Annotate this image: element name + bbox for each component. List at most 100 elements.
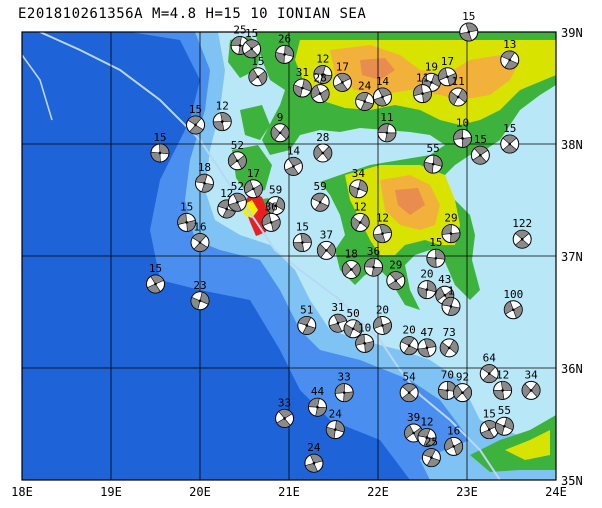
- focal-mechanism: 15: [459, 10, 479, 42]
- focal-mechanism: 10: [355, 321, 375, 353]
- focal-mechanism: 13: [500, 38, 520, 70]
- focal-mechanism: 12: [313, 53, 333, 85]
- mechanism-depth-label: 16: [447, 424, 460, 437]
- mechanism-depth-label: 59: [314, 180, 327, 193]
- region-name: IONIAN SEA: [277, 6, 367, 22]
- mechanism-depth-label: 12: [216, 100, 229, 113]
- focal-mechanism: 37: [316, 228, 336, 260]
- focal-mechanism: 15: [150, 131, 170, 163]
- mechanism-depth-label: 15: [462, 10, 475, 23]
- mechanism-depth-label: 15: [149, 262, 162, 275]
- mechanism-depth-label: 20: [403, 324, 416, 337]
- mechanism-depth-label: 55: [427, 142, 440, 155]
- focal-mechanism: 18: [194, 161, 214, 193]
- mechanism-depth-label: 24: [358, 79, 372, 92]
- mechanism-depth-label: 26: [278, 32, 291, 45]
- mechanism-depth-label: 70: [441, 368, 454, 381]
- focal-mechanism: 52: [227, 139, 247, 171]
- mechanism-depth-label: 17: [336, 60, 349, 73]
- lon-label-21E: 21E: [278, 485, 300, 499]
- mechanism-depth-label: 15: [503, 122, 516, 135]
- focal-mechanism: 55: [423, 142, 443, 174]
- mechanism-depth-label: 14: [376, 75, 390, 88]
- mechanism-depth-label: 34: [352, 167, 366, 180]
- mechanism-depth-label: 14: [287, 144, 301, 157]
- focal-mechanism: 54: [399, 371, 419, 403]
- mechanism-depth-label: 37: [320, 228, 333, 241]
- focal-mechanism: 20: [372, 303, 392, 335]
- mechanism-depth-label: 34: [524, 368, 538, 381]
- focal-mechanism: 12: [417, 415, 437, 447]
- focal-mechanism: 15: [470, 133, 490, 165]
- mechanism-depth-label: 15: [251, 55, 264, 68]
- mechanism-depth-label: 44: [311, 385, 325, 398]
- focal-mechanism: 24: [325, 408, 345, 440]
- mechanism-depth-label: 18: [198, 161, 211, 174]
- focal-mechanism: 16: [444, 424, 464, 456]
- focal-mechanism: 18: [341, 247, 361, 279]
- event-zone-yellow: [243, 200, 258, 218]
- mechanism-depth-label: 16: [193, 221, 206, 234]
- focal-mechanism: 11: [413, 72, 432, 104]
- mechanism-depth-label: 15: [474, 133, 487, 146]
- focal-mechanism: 16: [190, 221, 210, 253]
- focal-mechanism: 70: [437, 368, 457, 400]
- mechanism-depth-label: 23: [193, 279, 206, 292]
- mechanism-depth: 10: [250, 6, 269, 22]
- focal-mechanism: 20: [399, 324, 419, 356]
- focal-mechanism: 29: [441, 212, 461, 244]
- latitude-labels: 35N 36N 37N 38N 39N: [561, 26, 583, 488]
- mechanism-depth-label: 24: [329, 408, 343, 421]
- lat-label-37N: 37N: [561, 250, 583, 264]
- focal-mechanism: 14: [372, 75, 392, 107]
- focal-mechanism: 15: [479, 408, 499, 440]
- trench-line-west: [22, 54, 53, 121]
- focal-mechanism: 15: [292, 221, 312, 253]
- mechanism-depth-label: 10: [358, 321, 371, 334]
- mechanism-depth-label: 11: [451, 75, 464, 88]
- depth-prefix: H=: [205, 6, 224, 22]
- mechanism-depth-label: 15: [296, 221, 309, 234]
- lat-label-36N: 36N: [561, 362, 583, 376]
- mechanism-depth-label: 17: [441, 55, 454, 68]
- focal-mechanism: 12: [217, 187, 237, 219]
- mechanism-depth-label: 73: [443, 326, 456, 339]
- mechanism-depth-label: 12: [354, 200, 367, 213]
- focal-mechanism: 15: [248, 55, 268, 87]
- southern-island-highland: [505, 430, 550, 460]
- peak-peloponnese: [395, 188, 425, 215]
- mechanism-depth-label: 31: [296, 66, 309, 79]
- mechanism-depth-label: 52: [231, 139, 244, 152]
- lat-label-35N: 35N: [561, 474, 583, 488]
- mechanism-depth-label: 13: [503, 38, 516, 51]
- lon-label-23E: 23E: [456, 485, 478, 499]
- focal-mechanism: 12: [493, 368, 513, 400]
- focal-mechanism: 17: [437, 55, 457, 87]
- focal-mechanism: 33: [334, 371, 354, 403]
- focal-mechanism: 15: [146, 262, 165, 294]
- focal-mechanism: 34: [521, 368, 541, 400]
- mechanism-depth-label: 25: [425, 436, 438, 449]
- focal-mechanism: 50: [343, 307, 363, 339]
- focal-mechanism: 55: [494, 404, 514, 436]
- mechanism-depth-label: 1: [448, 284, 455, 297]
- focal-mechanism: 15: [177, 200, 197, 232]
- event-id: E201810261356A: [18, 6, 144, 22]
- focal-mechanism: 64: [479, 352, 499, 384]
- mechanism-depth-label: 12: [496, 368, 509, 381]
- focal-mechanism: 92: [453, 371, 473, 403]
- mechanism-depth-label: 122: [512, 217, 532, 230]
- focal-mechanism: 29: [386, 259, 406, 291]
- peak-north: [360, 58, 395, 80]
- mechanism-depth-label: 15: [245, 27, 258, 40]
- focal-mechanism: 11: [377, 111, 397, 143]
- focal-mechanism: 52: [227, 180, 247, 212]
- lat-label-38N: 38N: [561, 138, 583, 152]
- mechanism-depth-label: 20: [420, 268, 433, 281]
- mechanism-depth-label: 31: [331, 301, 344, 314]
- mechanism-depth-label: 19: [425, 60, 438, 73]
- mechanism-depth-label: 25: [233, 23, 246, 36]
- mechanism-depth-label: 43: [438, 273, 451, 286]
